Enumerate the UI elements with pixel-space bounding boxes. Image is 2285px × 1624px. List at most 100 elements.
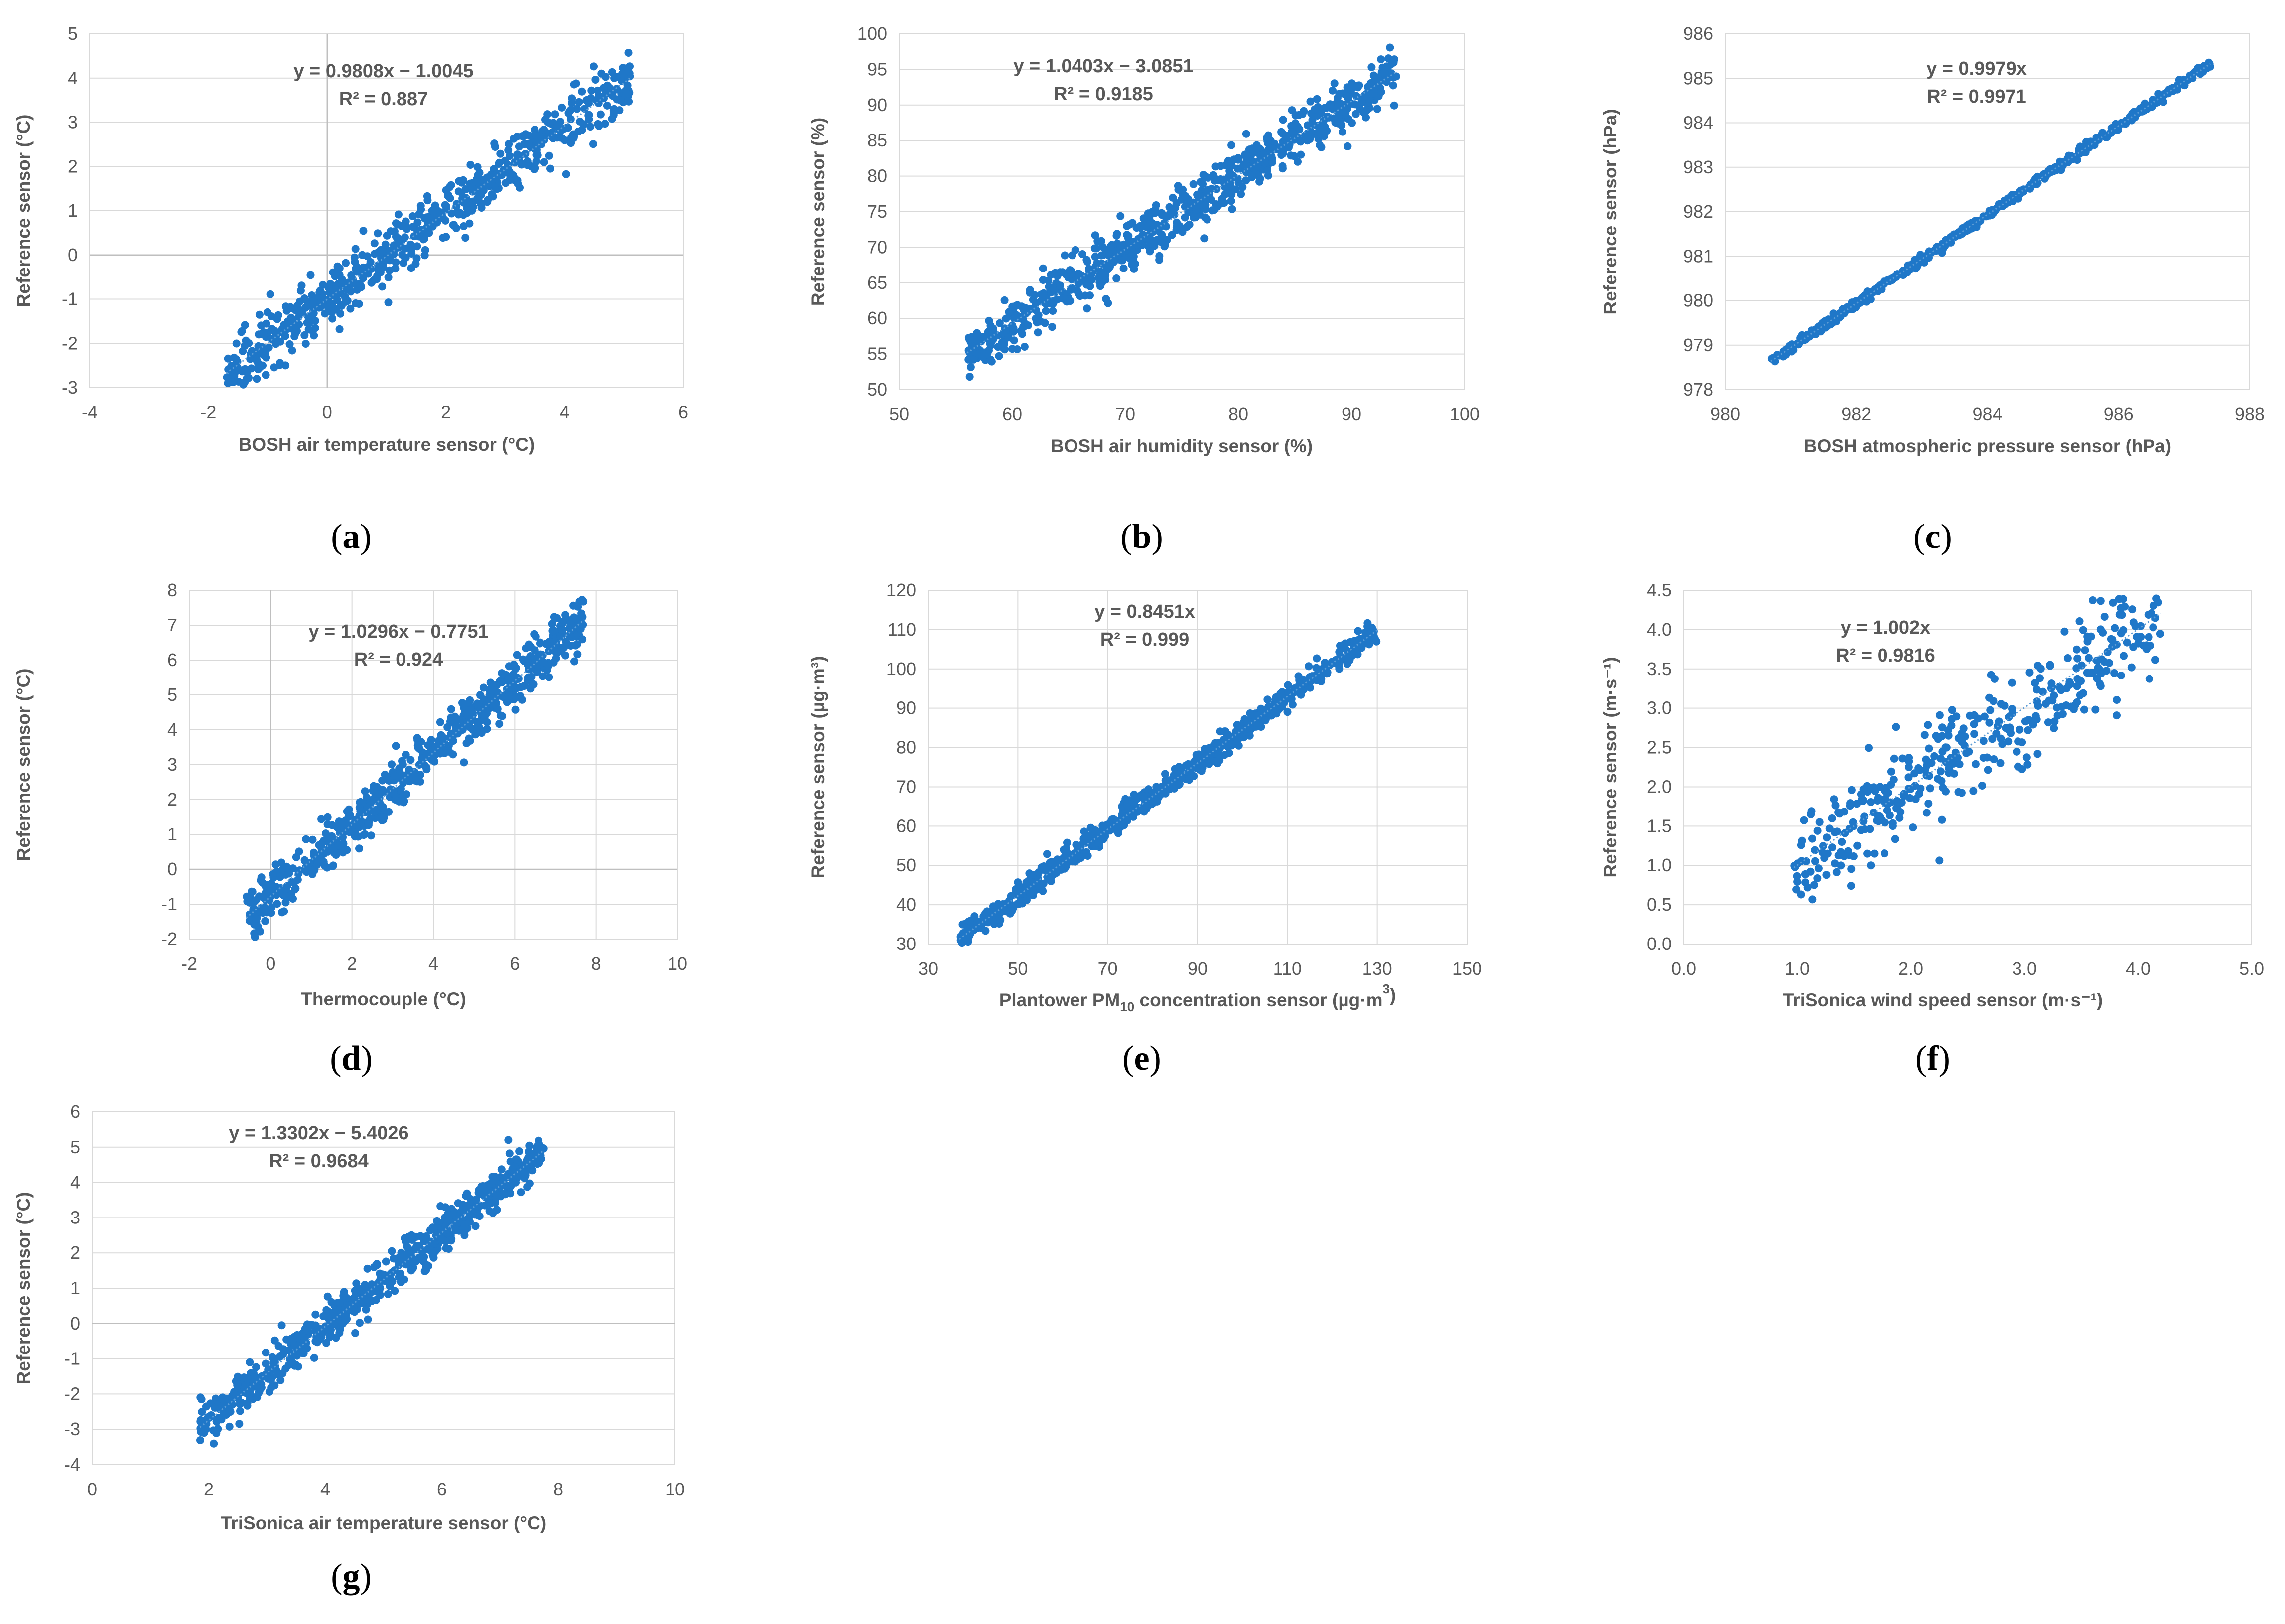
- scatter-series: [1790, 594, 2164, 904]
- scatter-point: [523, 1183, 532, 1191]
- scatter-point: [551, 110, 559, 119]
- scatter-point: [2050, 724, 2058, 732]
- scatter-point: [439, 214, 447, 222]
- scatter-point: [355, 844, 363, 853]
- scatter-point: [2015, 190, 2023, 198]
- y-tick-label: 7: [167, 615, 177, 635]
- y-tick-label: 1: [70, 1278, 80, 1298]
- scatter-point: [1990, 755, 1998, 763]
- scatter-point: [1048, 300, 1057, 308]
- scatter-point: [1767, 355, 1776, 363]
- scatter-point: [2055, 683, 2063, 691]
- scatter-point: [1832, 868, 1841, 876]
- scatter-point: [406, 756, 415, 764]
- scatter-point: [1944, 726, 1952, 734]
- scatter-point: [385, 266, 394, 274]
- scatter-point: [1958, 729, 1966, 738]
- scatter-point: [1782, 345, 1790, 354]
- scatter-point: [427, 736, 435, 744]
- scatter-point: [285, 340, 294, 348]
- scatter-point: [597, 69, 606, 78]
- scatter-point: [2044, 718, 2052, 727]
- scatter-point: [2149, 623, 2157, 632]
- scatter-point: [1970, 730, 1979, 738]
- scatter-point: [492, 1184, 501, 1192]
- scatter-point: [351, 245, 360, 253]
- scatter-point: [1281, 135, 1290, 143]
- scatter-point: [349, 1295, 357, 1303]
- scatter-point: [1242, 176, 1250, 185]
- scatter-point: [493, 705, 502, 713]
- scatter-point: [513, 651, 521, 659]
- scatter-point: [1175, 763, 1183, 771]
- scatter-point: [532, 632, 540, 641]
- scatter-point: [471, 1222, 480, 1230]
- scatter-point: [1997, 734, 2005, 743]
- scatter-point: [1182, 761, 1190, 770]
- scatter-point: [1369, 89, 1378, 98]
- scatter-point: [1948, 715, 1956, 723]
- chart-e: 30 50 70 90 110 130 150 30 40 50 60 70 80 90 100 110 120…: [808, 580, 1482, 1078]
- y-tick-label: 4.0: [1647, 619, 1672, 640]
- scatter-point: [475, 189, 483, 197]
- caption-paren: ): [1939, 1039, 1950, 1078]
- scatter-point: [359, 263, 367, 271]
- x-tick-label: 984: [1972, 404, 2002, 424]
- scatter-point: [1793, 872, 1801, 880]
- scatter-point: [2014, 762, 2022, 771]
- scatter-point: [552, 654, 560, 663]
- scatter-point: [1316, 141, 1324, 149]
- scatter-point: [378, 1270, 387, 1279]
- scatter-point: [416, 1232, 425, 1240]
- scatter-point: [1106, 258, 1115, 267]
- scatter-point: [444, 191, 452, 200]
- scatter-point: [274, 311, 282, 319]
- scatter-point: [297, 281, 306, 290]
- scatter-point: [212, 1394, 220, 1403]
- scatter-point: [1203, 173, 1211, 182]
- scatter-point: [1221, 190, 1229, 199]
- x-tick-label: 988: [2235, 404, 2265, 424]
- scatter-point: [1289, 129, 1297, 137]
- scatter-point: [587, 94, 595, 102]
- scatter-point: [332, 305, 340, 313]
- y-tick-label: 4: [167, 719, 177, 740]
- scatter-point: [1010, 314, 1018, 323]
- scatter-point: [1305, 662, 1313, 671]
- scatter-point: [1171, 204, 1180, 212]
- scatter-point: [2033, 750, 2042, 758]
- scatter-point: [1965, 747, 1973, 756]
- scatter-point: [1811, 857, 1819, 865]
- scatter-point: [1223, 742, 1232, 751]
- scatter-point: [2073, 645, 2081, 654]
- r-squared: R² = 0.924: [354, 649, 443, 670]
- scatter-point: [294, 1362, 302, 1371]
- scatter-point: [1312, 664, 1321, 672]
- scatter-point: [1297, 150, 1305, 159]
- scatter-point: [983, 907, 991, 916]
- scatter-point: [2127, 663, 2136, 672]
- scatter-point: [1080, 827, 1088, 836]
- scatter-point: [2025, 668, 2034, 677]
- scatter-point: [1075, 270, 1083, 278]
- scatter-point: [1859, 294, 1867, 303]
- x-tick-label: 2.0: [1898, 958, 1923, 979]
- scatter-point: [1295, 676, 1304, 684]
- scatter-point: [317, 815, 326, 823]
- scatter-point: [990, 918, 998, 926]
- scatter-point: [289, 1335, 297, 1343]
- scatter-point: [1245, 731, 1254, 740]
- y-tick-label: 1: [68, 200, 78, 221]
- scatter-point: [258, 893, 267, 901]
- scatter-point: [1096, 267, 1104, 275]
- scatter-point: [1857, 790, 1865, 799]
- scatter-point: [2048, 682, 2056, 691]
- y-tick-label: 95: [867, 59, 887, 79]
- scatter-point: [1297, 690, 1305, 699]
- y-tick-label: 85: [867, 130, 887, 150]
- x-tick-label: 110: [1273, 958, 1302, 979]
- scatter-point: [1984, 766, 1992, 774]
- scatter-point: [1249, 158, 1258, 167]
- scatter-point: [530, 144, 538, 153]
- caption-letter: f: [1927, 1039, 1939, 1078]
